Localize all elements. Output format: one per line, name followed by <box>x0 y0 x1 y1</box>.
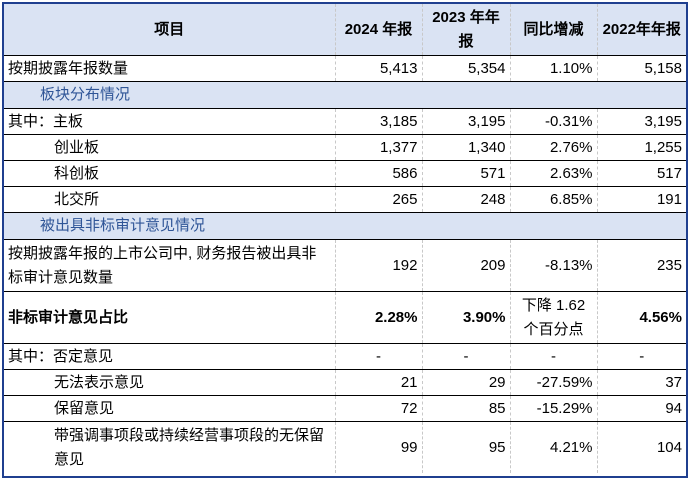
table-row: 其中：主板 3,185 3,195 -0.31% 3,195 <box>4 108 686 135</box>
value-2023: 29 <box>421 369 510 396</box>
value-2022: 104 <box>596 421 686 473</box>
value-2022: 3,195 <box>596 108 686 135</box>
value-2024: - <box>334 343 422 370</box>
section-title: 板块分布情况 <box>4 81 686 109</box>
header-2022: 2022年年报 <box>596 4 686 56</box>
value-yoy: 6.85% <box>509 186 597 213</box>
table-row: 按期披露年报数量 5,413 5,354 1.10% 5,158 <box>4 55 686 82</box>
row-label: 按期披露年报数量 <box>4 55 335 82</box>
value-2024: 2.28% <box>334 291 422 344</box>
table-row: 带强调事项段或持续经营事项段的无保留意见 99 95 4.21% 104 <box>4 421 686 473</box>
value-2022: 4.56% <box>596 291 686 344</box>
table-row: 按期披露年报的上市公司中, 财务报告被出具非标审计意见数量 192 209 -8… <box>4 239 686 292</box>
row-label: 保留意见 <box>4 395 335 422</box>
section-title: 被出具非标审计意见情况 <box>4 212 686 240</box>
header-yoy: 同比增减 <box>509 4 597 56</box>
table-row: 非标审计意见占比 2.28% 3.90% 下降 1.62 个百分点 4.56% <box>4 291 686 344</box>
value-yoy: - <box>509 343 597 370</box>
row-label: 其中：主板 <box>4 108 335 135</box>
section-row: 被出具非标审计意见情况 <box>4 212 686 240</box>
value-yoy: 下降 1.62 个百分点 <box>509 291 597 344</box>
value-2022: - <box>596 343 686 370</box>
value-2023: 209 <box>421 239 510 292</box>
header-row: 项目 2024 年报 2023 年年报 同比增减 2022年年报 <box>4 4 686 56</box>
value-2024: 99 <box>334 421 422 473</box>
audit-opinion-table: 项目 2024 年报 2023 年年报 同比增减 2022年年报 按期披露年报数… <box>4 4 686 473</box>
value-yoy: 2.76% <box>509 134 597 161</box>
header-item: 项目 <box>4 4 335 56</box>
row-label: 其中：否定意见 <box>4 343 335 370</box>
row-label: 按期披露年报的上市公司中, 财务报告被出具非标审计意见数量 <box>4 239 335 292</box>
value-2024: 192 <box>334 239 422 292</box>
section-row: 板块分布情况 <box>4 81 686 109</box>
value-2024: 586 <box>334 160 422 187</box>
value-yoy: 2.63% <box>509 160 597 187</box>
value-2022: 517 <box>596 160 686 187</box>
value-2024: 72 <box>334 395 422 422</box>
value-2023: 248 <box>421 186 510 213</box>
row-label: 科创板 <box>4 160 335 187</box>
value-2024: 3,185 <box>334 108 422 135</box>
value-2022: 235 <box>596 239 686 292</box>
value-2023: - <box>421 343 510 370</box>
value-2023: 95 <box>421 421 510 473</box>
table-row: 北交所 265 248 6.85% 191 <box>4 186 686 213</box>
value-2022: 37 <box>596 369 686 396</box>
value-yoy: 1.10% <box>509 55 597 82</box>
table-row: 科创板 586 571 2.63% 517 <box>4 160 686 187</box>
value-2022: 191 <box>596 186 686 213</box>
header-2024: 2024 年报 <box>334 4 422 56</box>
value-yoy: -0.31% <box>509 108 597 135</box>
value-2024: 1,377 <box>334 134 422 161</box>
table-row: 其中：否定意见 - - - - <box>4 343 686 370</box>
value-2023: 3,195 <box>421 108 510 135</box>
value-2024: 5,413 <box>334 55 422 82</box>
table-row: 创业板 1,377 1,340 2.76% 1,255 <box>4 134 686 161</box>
table-row: 保留意见 72 85 -15.29% 94 <box>4 395 686 422</box>
header-2023: 2023 年年报 <box>421 4 510 56</box>
value-yoy: -15.29% <box>509 395 597 422</box>
value-2023: 5,354 <box>421 55 510 82</box>
row-label: 带强调事项段或持续经营事项段的无保留意见 <box>4 421 335 473</box>
value-2022: 94 <box>596 395 686 422</box>
value-yoy: -27.59% <box>509 369 597 396</box>
value-2024: 21 <box>334 369 422 396</box>
value-2023: 85 <box>421 395 510 422</box>
value-2024: 265 <box>334 186 422 213</box>
row-label: 北交所 <box>4 186 335 213</box>
row-label: 非标审计意见占比 <box>4 291 335 344</box>
value-2023: 1,340 <box>421 134 510 161</box>
value-yoy: 4.21% <box>509 421 597 473</box>
row-label: 无法表示意见 <box>4 369 335 396</box>
row-label: 创业板 <box>4 134 335 161</box>
value-2022: 1,255 <box>596 134 686 161</box>
value-2023: 571 <box>421 160 510 187</box>
value-2023: 3.90% <box>421 291 510 344</box>
value-yoy: -8.13% <box>509 239 597 292</box>
table-row: 无法表示意见 21 29 -27.59% 37 <box>4 369 686 396</box>
value-2022: 5,158 <box>596 55 686 82</box>
